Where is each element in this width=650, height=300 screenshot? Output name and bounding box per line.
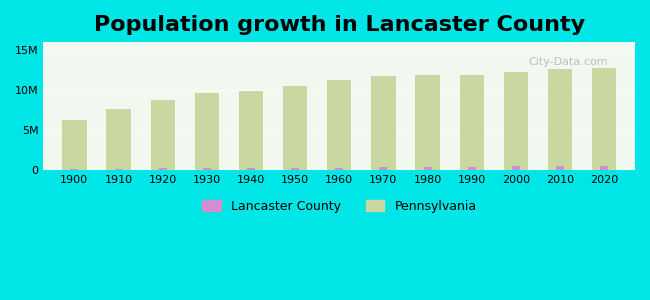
Bar: [203, 168, 211, 170]
Bar: [460, 75, 484, 170]
Bar: [424, 167, 432, 170]
Bar: [415, 75, 439, 170]
Bar: [327, 80, 352, 170]
Bar: [512, 167, 520, 170]
Bar: [556, 166, 564, 170]
Bar: [592, 68, 616, 170]
Bar: [283, 86, 307, 170]
Bar: [468, 167, 476, 170]
Legend: Lancaster County, Pennsylvania: Lancaster County, Pennsylvania: [197, 195, 482, 218]
Bar: [151, 100, 175, 170]
Bar: [335, 168, 343, 170]
Bar: [159, 168, 166, 170]
Bar: [62, 120, 86, 170]
Bar: [371, 76, 396, 170]
Bar: [239, 91, 263, 170]
Bar: [291, 168, 299, 170]
Bar: [70, 169, 79, 170]
Bar: [107, 109, 131, 170]
Bar: [504, 72, 528, 170]
Bar: [247, 168, 255, 170]
Bar: [114, 169, 122, 170]
Bar: [380, 167, 387, 170]
Text: City-Data.com: City-Data.com: [528, 58, 608, 68]
Bar: [195, 93, 219, 170]
Bar: [548, 68, 572, 170]
Title: Population growth in Lancaster County: Population growth in Lancaster County: [94, 15, 585, 35]
Bar: [600, 166, 608, 170]
